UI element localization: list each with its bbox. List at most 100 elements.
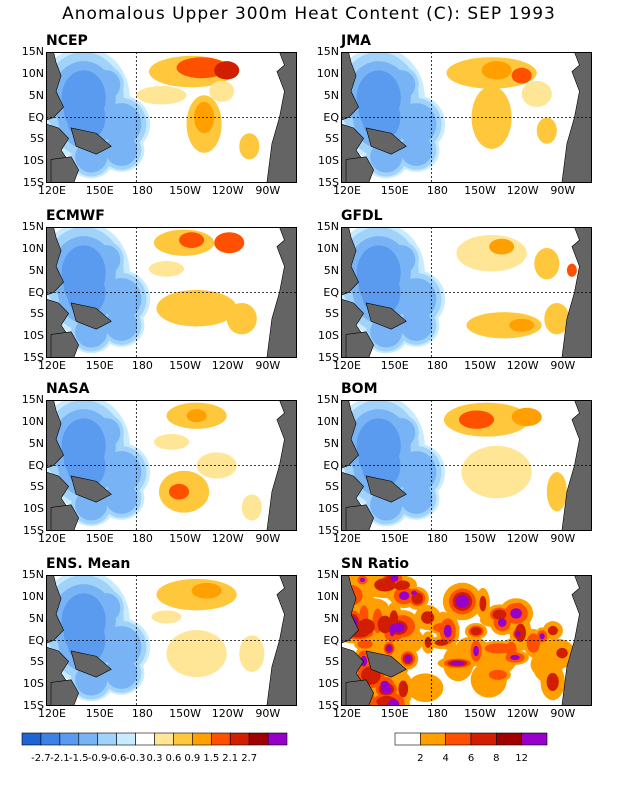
lon-tick-label: 90W bbox=[255, 184, 281, 197]
lat-tick-label: 10N bbox=[316, 589, 339, 603]
lat-tick-label: EQ bbox=[28, 285, 44, 299]
lon-tick-label: 90W bbox=[255, 532, 281, 545]
lon-tick-label: 150E bbox=[85, 184, 114, 197]
lon-tick-label: 150W bbox=[169, 359, 201, 372]
lon-tick-label: 150E bbox=[85, 532, 114, 545]
lon-tick-label: 150E bbox=[380, 184, 409, 197]
lat-tick-label: 15N bbox=[21, 45, 44, 58]
lat-tick-label: 15S bbox=[318, 176, 339, 189]
lon-tick-label: 120W bbox=[506, 532, 539, 545]
map-panel-sn-ratio bbox=[341, 575, 592, 706]
anomaly-colorbar-label: -0.9 bbox=[88, 753, 108, 764]
lon-tick-label: 150W bbox=[169, 532, 201, 545]
lat-tick-label: 15S bbox=[318, 351, 339, 364]
lat-tick-label: 5S bbox=[325, 307, 339, 321]
anomaly-colorbar-label: 2.7 bbox=[241, 753, 257, 764]
panel-title: BOM bbox=[341, 381, 378, 397]
lon-tick-label: 150E bbox=[380, 532, 409, 545]
snr-colorbar-swatch bbox=[394, 732, 421, 746]
lat-tick-label: 5S bbox=[30, 655, 44, 669]
lon-tick-label: 120E bbox=[333, 359, 361, 372]
lat-tick-label: 5N bbox=[28, 88, 44, 102]
snr-colorbar-swatch bbox=[445, 732, 472, 746]
panel-title: ECMWF bbox=[46, 208, 105, 224]
anomaly-colorbar-swatch bbox=[21, 732, 42, 746]
lat-tick-label: 5N bbox=[28, 611, 44, 625]
lon-tick-label: 180 bbox=[131, 359, 153, 372]
lon-tick-label: 180 bbox=[131, 532, 153, 545]
lon-tick-label: 120E bbox=[38, 184, 66, 197]
lon-tick-label: 150W bbox=[169, 707, 201, 720]
anomaly-colorbar-label: -2.7 bbox=[31, 753, 51, 764]
lat-tick-label: 10S bbox=[23, 329, 44, 343]
map-panel-ecmwf bbox=[46, 227, 297, 358]
anomaly-colorbar-label: -2.1 bbox=[50, 753, 70, 764]
lat-tick-label: 15S bbox=[23, 699, 44, 712]
anomaly-colorbar-swatch bbox=[116, 732, 136, 746]
lat-tick-label: 5N bbox=[28, 263, 44, 277]
anomaly-colorbar-label: 2.1 bbox=[222, 753, 238, 764]
lat-tick-label: 5N bbox=[323, 436, 339, 450]
anomaly-colorbar-swatch bbox=[229, 732, 250, 746]
lat-tick-label: EQ bbox=[323, 110, 339, 124]
lat-tick-label: EQ bbox=[28, 633, 44, 647]
lat-tick-label: 5N bbox=[28, 436, 44, 450]
lon-tick-label: 180 bbox=[426, 184, 448, 197]
lon-tick-label: 120W bbox=[211, 184, 244, 197]
lat-tick-label: 10S bbox=[318, 677, 339, 691]
snr-colorbar-swatch bbox=[420, 732, 446, 746]
lon-tick-label: 120W bbox=[506, 707, 539, 720]
lon-tick-label: 150W bbox=[464, 532, 496, 545]
lat-tick-label: 10N bbox=[21, 589, 44, 603]
anomaly-colorbar-label: 1.5 bbox=[203, 753, 219, 764]
lat-tick-label: 10N bbox=[21, 241, 44, 255]
map-panel-ncep bbox=[46, 52, 297, 183]
lon-tick-label: 150E bbox=[85, 707, 114, 720]
lat-tick-label: 15S bbox=[318, 699, 339, 712]
lat-tick-label: EQ bbox=[323, 458, 339, 472]
lon-tick-label: 180 bbox=[131, 184, 153, 197]
lon-tick-label: 90W bbox=[255, 707, 281, 720]
anomaly-colorbar-swatch bbox=[97, 732, 117, 746]
anomaly-colorbar-swatch bbox=[40, 732, 61, 746]
lat-tick-label: 15N bbox=[316, 393, 339, 406]
lat-tick-label: 10S bbox=[318, 502, 339, 516]
lat-tick-label: EQ bbox=[323, 285, 339, 299]
lon-tick-label: 120W bbox=[211, 532, 244, 545]
lat-tick-label: 15N bbox=[21, 220, 44, 233]
lat-tick-label: 10N bbox=[316, 414, 339, 428]
lat-tick-label: 5N bbox=[323, 611, 339, 625]
lon-tick-label: 180 bbox=[426, 532, 448, 545]
lon-tick-label: 120W bbox=[506, 359, 539, 372]
anomaly-colorbar-swatch bbox=[192, 732, 212, 746]
snr-colorbar-swatch bbox=[496, 732, 522, 746]
anomaly-colorbar-swatch bbox=[267, 732, 288, 746]
lon-tick-label: 150W bbox=[464, 359, 496, 372]
lon-tick-label: 150W bbox=[169, 184, 201, 197]
panel-title: GFDL bbox=[341, 208, 383, 224]
lat-tick-label: 15N bbox=[316, 568, 339, 581]
lat-tick-label: 5N bbox=[323, 263, 339, 277]
lon-tick-label: 120W bbox=[211, 707, 244, 720]
lon-tick-label: 150E bbox=[380, 359, 409, 372]
lon-tick-label: 120E bbox=[333, 184, 361, 197]
lat-tick-label: 5S bbox=[30, 307, 44, 321]
lat-tick-label: 10S bbox=[23, 154, 44, 168]
anomaly-colorbar-swatch bbox=[173, 732, 193, 746]
lat-tick-label: 15N bbox=[316, 45, 339, 58]
lon-tick-label: 180 bbox=[426, 707, 448, 720]
lat-tick-label: 5S bbox=[30, 480, 44, 494]
lat-tick-label: 10S bbox=[318, 329, 339, 343]
anomaly-colorbar-swatch bbox=[59, 732, 80, 746]
anomaly-colorbar-label: -0.3 bbox=[126, 753, 146, 764]
panel-title: ENS. Mean bbox=[46, 556, 131, 572]
snr-colorbar-label: 12 bbox=[515, 753, 528, 764]
lat-tick-label: 10S bbox=[23, 677, 44, 691]
figure-title: Anomalous Upper 300m Heat Content (C): S… bbox=[62, 4, 556, 24]
map-panel-nasa bbox=[46, 400, 297, 531]
lat-tick-label: EQ bbox=[28, 458, 44, 472]
lat-tick-label: 5N bbox=[323, 88, 339, 102]
snr-colorbar-label: 6 bbox=[468, 753, 474, 764]
lon-tick-label: 120W bbox=[211, 359, 244, 372]
map-panel-ens-mean bbox=[46, 575, 297, 706]
